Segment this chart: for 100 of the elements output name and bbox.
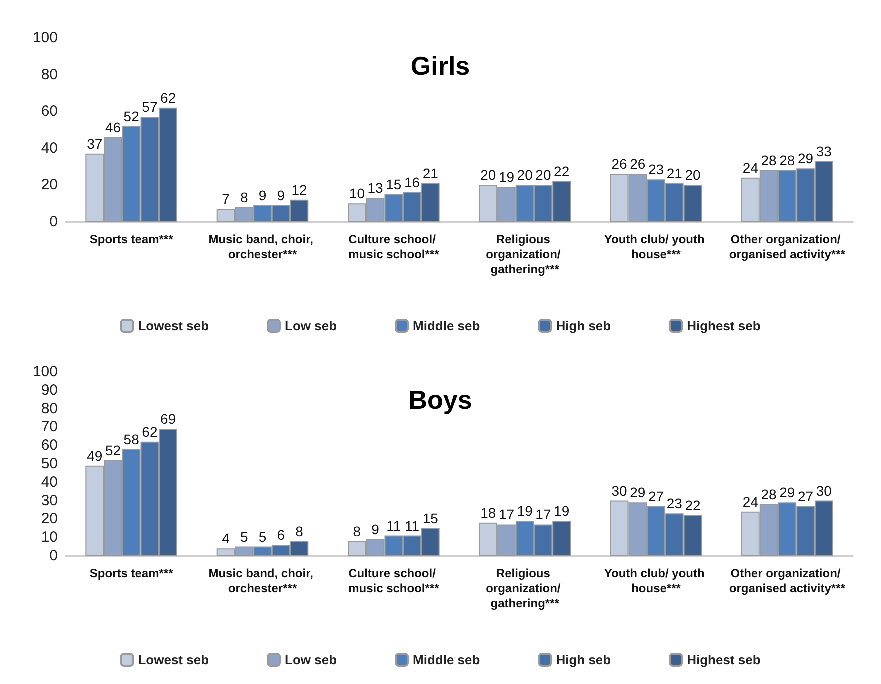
data-label: 20 [536,167,552,184]
data-label: 23 [648,162,664,178]
y-tick-label: 40 [41,474,58,491]
legend-label: Lowest seb [138,318,210,334]
text: Girls [410,51,470,81]
x-tick-label: Youth club/ youth house*** [604,232,708,262]
data-label: 17 [498,506,515,523]
y-tick-label: 10 [41,529,58,546]
x-tick-label: Sports team*** [90,232,174,246]
data-label: 15 [386,176,402,192]
x-tick-label: Music band, choir, orchester*** [208,566,317,596]
y-tick-label: 80 [41,400,58,418]
x-tick-label: Youth club/ youth house*** [604,566,708,596]
data-label: 37 [87,136,103,152]
data-label: 30 [612,482,628,499]
legend-label: Middle seb [413,318,480,334]
text: Boys [408,385,472,415]
legend-label: Low seb [285,318,338,334]
y-tick-label: 100 [32,364,58,380]
data-label: 5 [240,528,248,545]
data-label: 29 [780,484,796,501]
x-tick-label: Other organization/ organised activity*** [729,566,846,596]
y-tick-label: 0 [50,548,58,564]
data-label: 11 [405,518,420,534]
y-tick-label: 20 [41,510,58,528]
data-label: 19 [498,169,515,186]
data-label: 19 [554,503,570,520]
data-label: 24 [742,494,759,510]
x-tick-label: Religious organization/ gathering*** [486,232,564,276]
x-tick-label: Music band, choir, orchester*** [208,232,317,262]
data-label: 28 [761,486,778,502]
y-tick-label: 60 [41,103,58,120]
y-tick-label: 0 [50,214,58,230]
data-label: 46 [105,119,122,136]
data-label: 49 [87,448,103,464]
data-label: 62 [142,424,158,440]
data-label: 12 [292,182,308,198]
y-tick-label: 100 [32,30,58,46]
y-tick-label: 70 [41,418,58,436]
data-label: 19 [517,503,534,520]
data-label: 8 [353,523,362,540]
legend-label: Low seb [285,652,338,668]
data-label: 9 [277,187,286,204]
x-tick-label: Sports team*** [90,566,174,580]
data-label: 8 [240,189,248,206]
data-label: 27 [798,488,814,504]
data-label: 69 [160,411,176,428]
data-label: 52 [124,108,140,124]
data-label: 7 [222,191,230,208]
legend-label: Middle seb [413,652,480,668]
y-tick-label: 20 [41,176,58,194]
data-label: 13 [368,180,384,196]
data-label: 17 [536,506,552,523]
x-tick-label: Culture school/ music school*** [348,232,440,262]
data-label: 62 [160,90,176,106]
data-label: 10 [349,186,366,202]
data-label: 4 [222,530,230,547]
data-label: 8 [296,523,304,540]
data-label: 27 [648,488,664,504]
data-label: 6 [277,526,286,543]
data-label: 15 [422,510,439,526]
y-tick-label: 50 [41,456,58,472]
legend-label: Lowest seb [138,652,210,668]
data-label: 28 [761,152,778,168]
data-label: 24 [742,160,759,176]
y-tick-label: 80 [41,66,58,84]
x-tick-label: Culture school/ music school*** [348,566,440,596]
data-label: 23 [666,496,683,512]
x-tick-label: Other organization/ organised activity*** [729,232,846,262]
data-label: 57 [142,99,158,116]
y-tick-label: 60 [41,437,58,454]
data-label: 29 [630,484,646,501]
data-label: 26 [612,156,628,172]
data-label: 33 [816,143,832,160]
data-label: 22 [685,498,701,514]
data-label: 11 [386,518,402,534]
data-label: 20 [517,167,534,184]
data-label: 18 [480,504,496,521]
legend-label: Highest seb [687,318,761,334]
legend-label: High seb [556,318,612,334]
data-label: 29 [798,150,814,167]
data-label: 5 [258,528,267,545]
data-label: 20 [685,167,701,184]
data-label: 28 [780,152,796,168]
y-tick-label: 90 [41,382,58,399]
data-label: 21 [666,165,683,182]
data-label: 22 [554,164,570,180]
data-label: 16 [404,174,420,191]
data-label: 21 [422,165,439,182]
data-label: 58 [124,431,140,448]
data-label: 30 [816,482,832,499]
x-tick-label: Religious organization/ gathering*** [486,566,564,610]
data-label: 20 [480,167,496,184]
y-tick-label: 40 [41,140,58,157]
y-tick-label: 30 [41,492,58,510]
data-label: 26 [630,156,646,172]
data-label: 9 [258,187,267,204]
data-label: 52 [105,442,122,458]
data-label: 9 [372,521,380,538]
legend-label: Highest seb [687,652,761,668]
